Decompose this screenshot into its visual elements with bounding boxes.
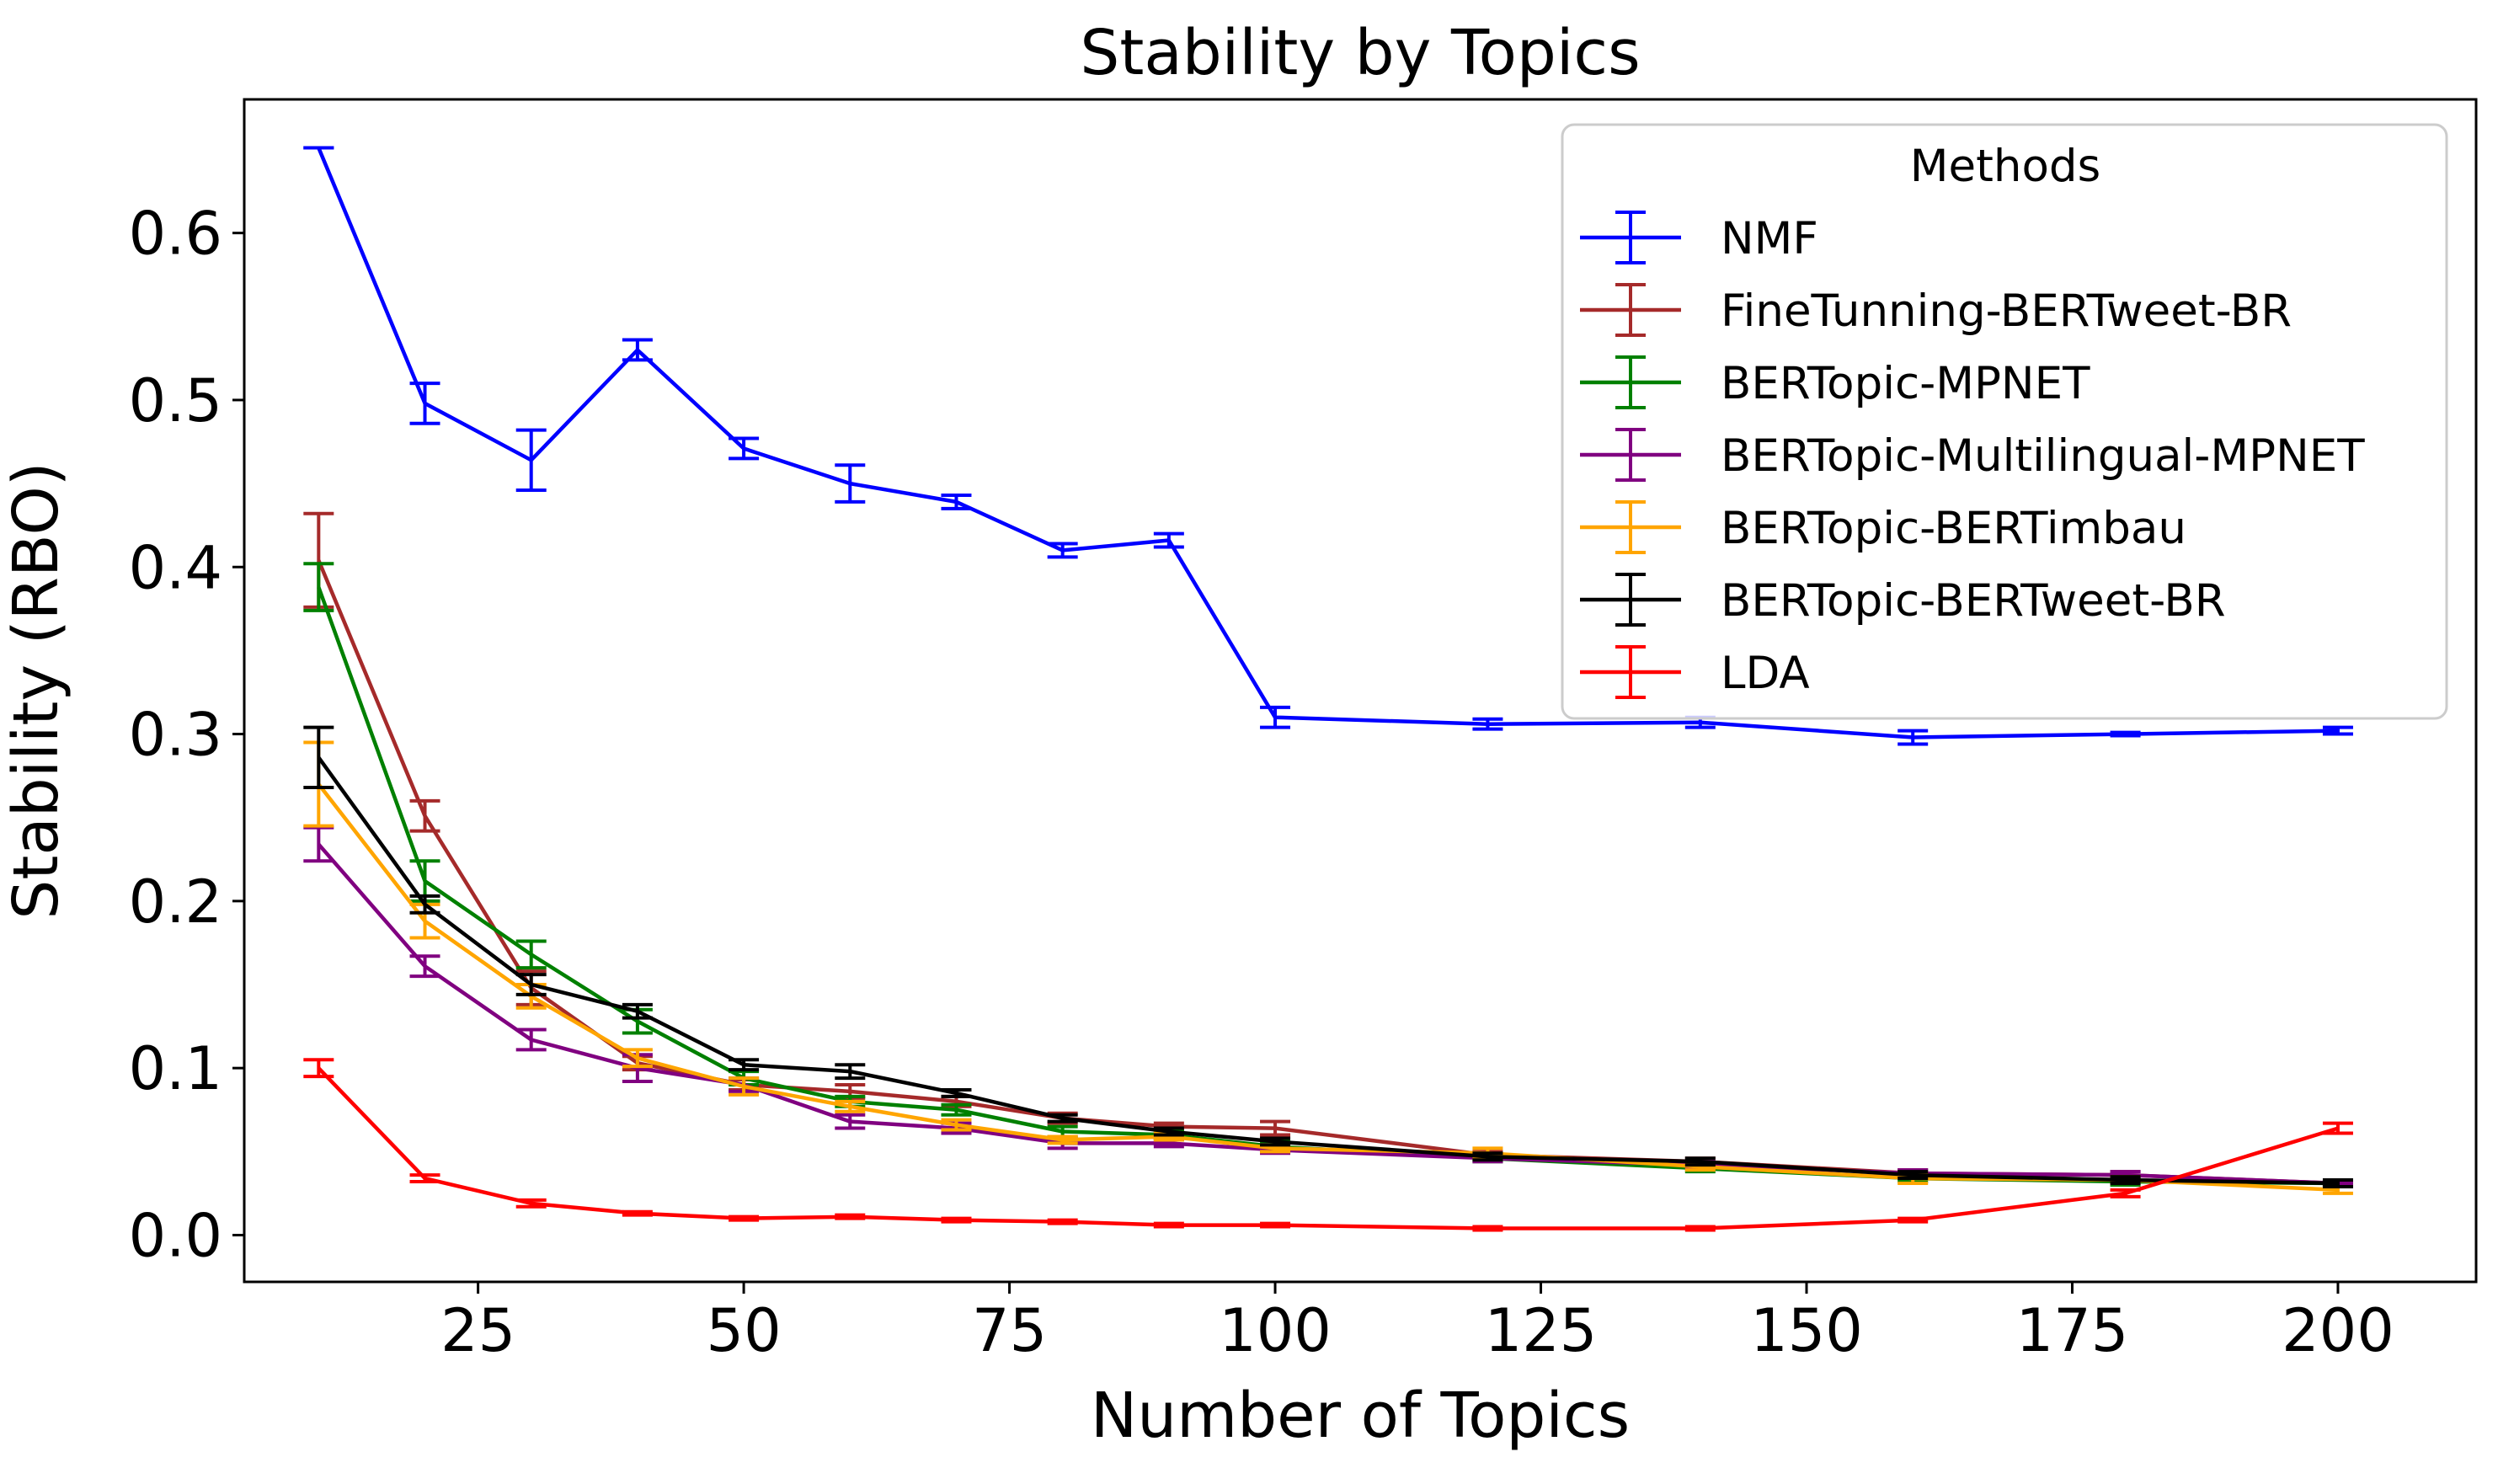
error-bar — [515, 939, 547, 970]
axes-frame — [243, 98, 2478, 1284]
error-bar — [303, 1058, 334, 1079]
error-bar — [409, 1173, 440, 1184]
error-bar — [622, 1048, 653, 1069]
legend-entry-finetunning-bertweet-br: FineTunning-BERTweet-BR — [1580, 283, 2292, 337]
legend-entries: NMF FineTunning-BERTweet-BR BERTopic-MPNET… — [1580, 211, 2365, 699]
error-bar — [941, 1102, 972, 1117]
error-bar — [1047, 1134, 1078, 1145]
x-tick-label: 150 — [1750, 1296, 1863, 1365]
error-bar — [1260, 1221, 1291, 1229]
legend-label: FineTunning-BERTweet-BR — [1721, 286, 2292, 337]
error-bar — [729, 1214, 760, 1222]
plot-lines — [303, 146, 2353, 1232]
error-bar — [515, 973, 547, 996]
error-bar — [1153, 1221, 1184, 1229]
legend-entry-bertopic-bertimbau: BERTopic-BERTimbau — [1580, 500, 2186, 554]
x-axis-label: Number of Topics — [1091, 1380, 1630, 1452]
error-bar — [1047, 1218, 1078, 1225]
error-bar — [622, 338, 653, 362]
error-bar — [729, 1076, 760, 1097]
error-bar — [835, 463, 866, 504]
legend-label: BERTopic-MPNET — [1721, 358, 2090, 409]
legend-label: BERTopic-Multilingual-MPNET — [1721, 430, 2365, 482]
error-bar — [303, 725, 334, 790]
error-bar — [941, 1118, 972, 1132]
x-tick-label: 50 — [707, 1296, 782, 1365]
legend-label: NMF — [1721, 213, 1818, 264]
error-bar — [515, 428, 547, 493]
legend-label: BERTopic-BERTimbau — [1721, 503, 2186, 554]
error-bar — [2322, 1178, 2353, 1188]
error-bar — [409, 894, 440, 915]
error-bar — [1260, 1119, 1291, 1137]
error-bar — [835, 1063, 866, 1081]
y-tick-label: 0.3 — [129, 701, 222, 770]
legend-box — [1561, 123, 2448, 720]
error-bar — [941, 493, 972, 510]
x-tick-label: 175 — [2016, 1296, 2129, 1365]
error-bar — [1472, 717, 1503, 731]
error-bar — [2322, 1121, 2353, 1135]
error-bar — [2322, 725, 2353, 736]
legend-title: Methods — [1910, 141, 2100, 192]
error-bar — [941, 1216, 972, 1224]
error-bar — [1898, 729, 1929, 746]
y-tick-label: 0.2 — [129, 867, 222, 937]
error-bar — [2110, 1175, 2141, 1185]
error-bar — [515, 1198, 547, 1209]
x-tick-label: 25 — [440, 1296, 515, 1365]
error-bar — [1153, 1126, 1184, 1137]
error-bar — [1684, 1225, 1716, 1232]
error-bar — [1260, 705, 1291, 729]
error-bar — [835, 1213, 866, 1220]
series-lda — [303, 1058, 2353, 1232]
legend-entry-bertopic-multilingual-mpnet: BERTopic-Multilingual-MPNET — [1580, 428, 2365, 482]
x-tick-label: 125 — [1485, 1296, 1598, 1365]
error-bar — [1260, 1136, 1291, 1147]
series-bertopic-bertweet-br — [303, 725, 2353, 1188]
error-bar — [2110, 1188, 2141, 1198]
error-bar — [729, 1058, 760, 1072]
legend-entry-bertopic-mpnet: BERTopic-MPNET — [1580, 355, 2090, 409]
error-bar — [515, 1028, 547, 1052]
error-bar — [941, 1087, 972, 1098]
error-bar — [303, 562, 334, 612]
x-tick-label: 200 — [2282, 1296, 2394, 1365]
error-bar — [409, 798, 440, 833]
error-bar — [1472, 1225, 1503, 1232]
error-bar — [729, 436, 760, 461]
x-tick-label: 100 — [1219, 1296, 1332, 1365]
error-bar — [1898, 1216, 1929, 1224]
error-bar — [1047, 542, 1078, 559]
y-axis-label: Stability (RBO) — [0, 462, 72, 919]
legend-entry-bertopic-bertweet-br: BERTopic-BERTweet-BR — [1580, 573, 2226, 627]
legend-label: LDA — [1721, 648, 1810, 699]
y-axis-ticks: 0.0 0.1 0.2 0.3 0.4 0.5 0.6 — [129, 200, 244, 1270]
chart-title: Stability by Topics — [1080, 17, 1640, 89]
y-tick-label: 0.6 — [129, 200, 222, 269]
error-bar — [835, 1113, 866, 1130]
error-bar — [409, 382, 440, 425]
legend-label: BERTopic-BERTweet-BR — [1721, 575, 2226, 627]
error-bar — [1153, 531, 1184, 549]
error-bar — [1684, 1156, 1716, 1167]
error-bar — [622, 1209, 653, 1217]
error-bar — [1472, 1151, 1503, 1162]
y-tick-label: 0.4 — [129, 533, 222, 602]
y-tick-label: 0.1 — [129, 1034, 222, 1103]
x-axis-ticks: 25 50 75 100 125 150 175 200 — [440, 1282, 2394, 1365]
error-bar — [1047, 1113, 1078, 1124]
y-tick-label: 0.0 — [129, 1201, 222, 1270]
error-bar — [835, 1099, 866, 1113]
y-tick-label: 0.5 — [129, 366, 222, 435]
error-bar — [409, 954, 440, 979]
x-tick-label: 75 — [972, 1296, 1047, 1365]
legend: Methods NMF FineTunning-BERTweet-BR BERTop… — [1561, 123, 2448, 720]
error-bar — [2110, 730, 2141, 738]
error-bar — [1898, 1170, 1929, 1181]
legend-entry-lda: LDA — [1580, 645, 1810, 699]
legend-entry-nmf: NMF — [1580, 211, 1818, 264]
error-bar — [622, 1002, 653, 1020]
